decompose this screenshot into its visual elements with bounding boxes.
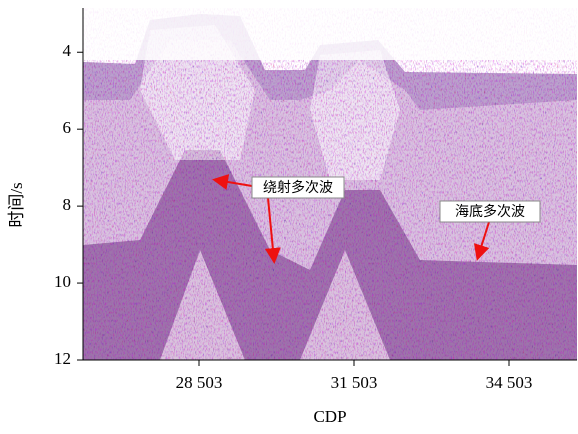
annotation: 海底多次波 <box>455 203 525 220</box>
x-axis-label: CDP <box>313 407 346 426</box>
y-tick-label: 8 <box>63 195 72 214</box>
x-tick-label: 31 503 <box>331 373 378 392</box>
annotation-box <box>439 200 541 223</box>
x-tick-label: 28 503 <box>176 373 223 392</box>
y-tick-label: 10 <box>54 272 71 291</box>
y-tick-label: 12 <box>54 349 71 368</box>
y-tick-label: 4 <box>63 41 72 60</box>
y-axis-label: 时间/s <box>7 182 26 227</box>
annotation-box <box>251 176 345 199</box>
arrow <box>473 221 490 261</box>
y-tick-label: 6 <box>63 118 72 137</box>
arrow <box>264 197 281 264</box>
annotation: 绕射多次波 <box>263 179 333 196</box>
x-tick-label: 34 503 <box>486 373 533 392</box>
arrow <box>212 174 253 190</box>
